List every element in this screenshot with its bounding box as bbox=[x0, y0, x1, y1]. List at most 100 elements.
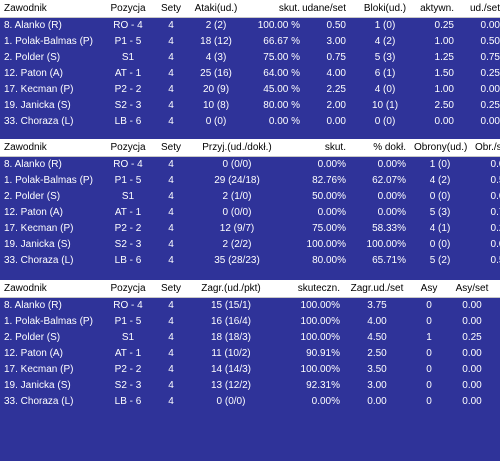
column-header[interactable]: Zagr.ud./set bbox=[350, 283, 404, 294]
column-header[interactable]: skut. bbox=[278, 3, 300, 14]
player-name: 12. Paton (A) bbox=[4, 68, 63, 79]
player-name: 17. Kecman (P) bbox=[4, 223, 74, 234]
table-cell: AT - 1 bbox=[114, 207, 142, 218]
column-header[interactable]: Obr./set bbox=[474, 142, 500, 153]
table-cell: 4 bbox=[168, 396, 174, 407]
column-header[interactable]: Pozycja bbox=[110, 283, 146, 294]
table-cell: RO - 4 bbox=[113, 159, 143, 170]
table-row[interactable]: 33. Choraza (L) LB - 6 4 35 (28/23) 80.00% 65… bbox=[0, 253, 500, 269]
table-cell: 80.00 % bbox=[263, 100, 300, 111]
table-cell: 64.00 % bbox=[263, 68, 300, 79]
table-cell: S1 bbox=[121, 52, 135, 63]
table-cell: AT - 1 bbox=[114, 68, 142, 79]
table-cell: 0.50 bbox=[326, 20, 346, 31]
column-header[interactable]: Zawodnik bbox=[4, 3, 47, 14]
column-header[interactable]: Sety bbox=[160, 142, 181, 153]
table-row[interactable]: 19. Janicka (S) S2 - 3 4 2 (2/2) 100.00% 100.… bbox=[0, 237, 500, 253]
table-cell: 3.00 bbox=[326, 36, 346, 47]
column-header[interactable]: Obrony(ud.) bbox=[414, 142, 468, 153]
table-cell: 100.00% bbox=[300, 300, 340, 311]
table-cell: 18 (12) bbox=[200, 36, 232, 47]
table-row[interactable]: 8. Alanko (R) RO - 4 4 2 (2) 100.00 % 0.50 1 (… bbox=[0, 18, 500, 34]
table-cell: 0 (0/0) bbox=[216, 396, 246, 407]
column-header[interactable]: Pozycja bbox=[110, 3, 146, 14]
table-cell: 1 (0) bbox=[374, 20, 396, 31]
table-cell: 12 (9/7) bbox=[219, 223, 255, 234]
table-cell: 4 bbox=[168, 239, 174, 250]
table-cell: 0.00 bbox=[480, 116, 500, 127]
table-row[interactable]: 17. Kecman (P) P2 - 2 4 14 (14/3) 100.00% 3.5… bbox=[0, 362, 500, 378]
table-cell: 0.50 bbox=[490, 255, 500, 266]
column-header[interactable]: % dokł. bbox=[373, 142, 406, 153]
table-cell: 0.75 bbox=[480, 52, 500, 63]
table-cell: 2.50 bbox=[367, 348, 387, 359]
table-row[interactable]: 2. Polder (S) S1 4 18 (18/3) 100.00% 4.50 1 0.2… bbox=[0, 330, 500, 346]
table-row[interactable]: 17. Kecman (P) P2 - 2 4 20 (9) 45.00 % 2.25 4 … bbox=[0, 82, 500, 98]
table-cell: 2 (1/0) bbox=[222, 191, 252, 202]
table-row[interactable]: 19. Janicka (S) S2 - 3 4 10 (8) 80.00 % 2.00 1… bbox=[0, 98, 500, 114]
column-header[interactable]: Zagr.(ud./pkt) bbox=[201, 283, 261, 294]
table-cell: 0 bbox=[426, 348, 432, 359]
table-cell: AT - 1 bbox=[114, 348, 142, 359]
table-row[interactable]: 12. Paton (A) AT - 1 4 11 (10/2) 90.91% 2.50 0… bbox=[0, 346, 500, 362]
table-cell: S2 - 3 bbox=[114, 100, 142, 111]
column-header[interactable]: Ataki(ud.) bbox=[194, 3, 238, 14]
table-row[interactable]: 1. Polak-Balmas (P) P1 - 5 4 29 (24/18) 82.7… bbox=[0, 173, 500, 189]
table-row[interactable]: 12. Paton (A) AT - 1 4 0 (0/0) 0.00% 0.00% 5 (… bbox=[0, 205, 500, 221]
table-cell: 0.75 bbox=[490, 207, 500, 218]
table-cell: 4 bbox=[168, 52, 174, 63]
table-cell: 4 bbox=[168, 332, 174, 343]
table-cell: 45.00 % bbox=[263, 84, 300, 95]
column-header[interactable]: ud./set bbox=[469, 3, 500, 14]
table-cell: 0.00% bbox=[377, 207, 406, 218]
table-cell: 2 (2/2) bbox=[222, 239, 252, 250]
table-cell: 1.00 bbox=[434, 84, 454, 95]
column-header[interactable]: aktywn. bbox=[420, 3, 454, 14]
column-header[interactable]: Bloki(ud.) bbox=[363, 3, 407, 14]
column-header[interactable]: Sety bbox=[160, 283, 181, 294]
column-header[interactable]: Sety bbox=[160, 3, 181, 14]
column-header[interactable]: udane/set bbox=[302, 3, 346, 14]
table-cell: 0 (0/0) bbox=[222, 159, 252, 170]
table-cell: 4 bbox=[168, 380, 174, 391]
table-row[interactable]: 8. Alanko (R) RO - 4 4 0 (0/0) 0.00% 0.00% 1 (… bbox=[0, 157, 500, 173]
table-cell: 14 (14/3) bbox=[210, 364, 252, 375]
table-cell: 1.50 bbox=[434, 68, 454, 79]
table-row[interactable]: 1. Polak-Balmas (P) P1 - 5 4 16 (16/4) 100.0… bbox=[0, 314, 500, 330]
table-cell: 0.00 bbox=[462, 300, 482, 311]
table-cell: 0.00 bbox=[367, 396, 387, 407]
table-row[interactable]: 1. Polak-Balmas (P) P1 - 5 4 18 (12) 66.67 %… bbox=[0, 34, 500, 50]
column-header[interactable]: Przyj.(ud./dokł.) bbox=[202, 142, 272, 153]
table-row[interactable]: 2. Polder (S) S1 4 2 (1/0) 50.00% 0.00% 0 (0) 0… bbox=[0, 189, 500, 205]
column-header[interactable]: Asy bbox=[420, 283, 438, 294]
table-cell: 1.00 bbox=[434, 36, 454, 47]
table-cell: P2 - 2 bbox=[114, 364, 142, 375]
table-cell: 75.00 % bbox=[263, 52, 300, 63]
table-row[interactable]: 8. Alanko (R) RO - 4 4 15 (15/1) 100.00% 3.75… bbox=[0, 298, 500, 314]
table-cell: 4.50 bbox=[367, 332, 387, 343]
column-header[interactable]: skuteczn. bbox=[297, 283, 340, 294]
table-cell: 11 (10/2) bbox=[211, 348, 251, 359]
table-row[interactable]: 19. Janicka (S) S2 - 3 4 13 (12/2) 92.31% 3.0… bbox=[0, 378, 500, 394]
table-cell: 80.00% bbox=[312, 255, 346, 266]
table-row[interactable]: 2. Polder (S) S1 4 4 (3) 75.00 % 0.75 5 (3) 1.2… bbox=[0, 50, 500, 66]
player-name: 12. Paton (A) bbox=[4, 207, 63, 218]
table-cell: 13 (12/2) bbox=[210, 380, 252, 391]
stats-table-2: Zawodnik Pozycja Sety Przyj.(ud./dokł.) skut… bbox=[0, 139, 500, 269]
column-header[interactable]: Pozycja bbox=[110, 142, 146, 153]
column-header[interactable]: skut. bbox=[324, 142, 346, 153]
table-cell: 100.00% bbox=[300, 316, 340, 327]
table-cell: 4 bbox=[168, 100, 174, 111]
table-row[interactable]: 12. Paton (A) AT - 1 4 25 (16) 64.00 % 4.00 6 … bbox=[0, 66, 500, 82]
column-header[interactable]: Asy/set bbox=[455, 283, 489, 294]
table-cell: 0.25 bbox=[434, 20, 454, 31]
table-row[interactable]: 17. Kecman (P) P2 - 2 4 12 (9/7) 75.00% 58.33… bbox=[0, 221, 500, 237]
table-cell: 0 (0) bbox=[429, 239, 451, 250]
table-row[interactable]: 33. Choraza (L) LB - 6 4 0 (0/0) 0.00% 0.00 0 0… bbox=[0, 394, 500, 410]
column-header[interactable]: Zawodnik bbox=[4, 142, 47, 153]
table-row[interactable]: 33. Choraza (L) LB - 6 4 0 (0) 0.00 % 0.00 0 (… bbox=[0, 114, 500, 130]
table-cell: 90.91% bbox=[306, 348, 340, 359]
column-header[interactable]: Zawodnik bbox=[4, 283, 47, 294]
table-cell: 0 (0) bbox=[205, 116, 227, 127]
player-name: 2. Polder (S) bbox=[4, 332, 61, 343]
